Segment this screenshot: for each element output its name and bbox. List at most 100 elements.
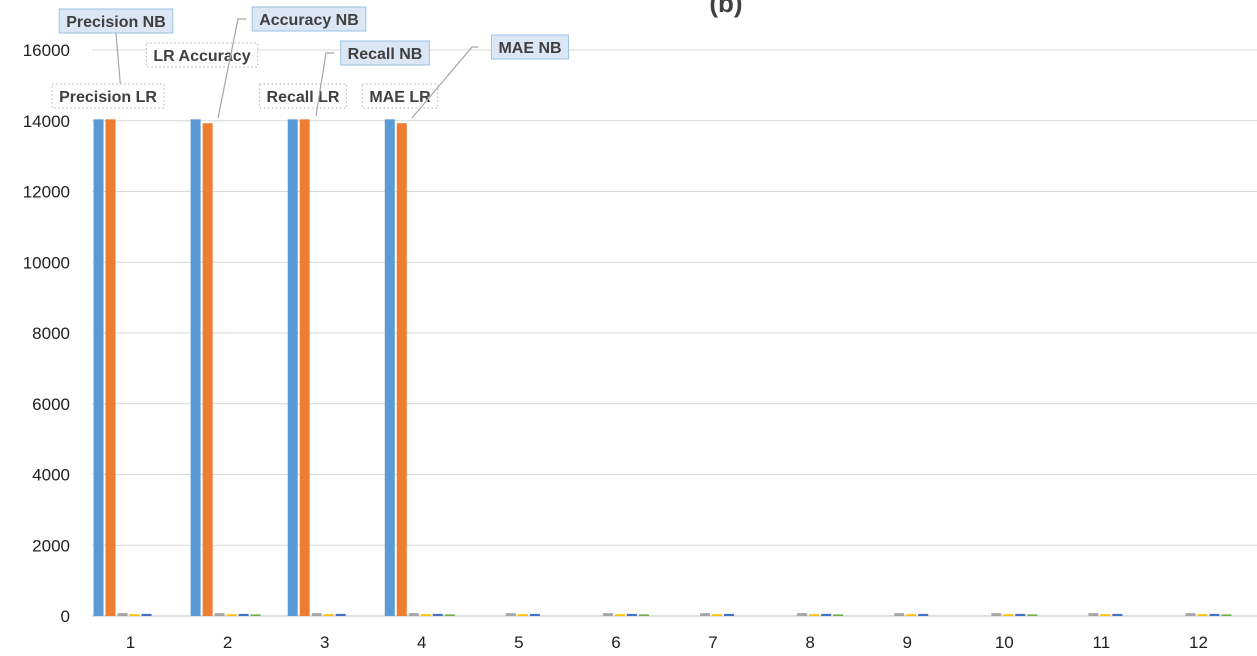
y-tick-label: 2000 [32,536,70,555]
bar [238,613,249,616]
bar [1221,614,1232,616]
bar [190,119,201,617]
callout-box [361,83,439,109]
x-tick-label: 2 [223,633,232,652]
bar [517,614,528,616]
bar [638,614,649,616]
bar [432,613,443,616]
y-tick-label: 10000 [23,253,70,272]
bar [93,119,104,617]
bar [991,613,1002,616]
callout-label: MAE NB [498,40,561,57]
x-axis-tick-labels: 1 2 3 4 5 6 7 8 9 10 11 12 [126,633,1208,652]
x-tick-label: 11 [1093,633,1111,652]
gridlines [92,49,1257,617]
callout-label: Precision NB [66,14,166,31]
bar [226,614,237,616]
x-tick-label: 7 [708,633,717,652]
bar [299,119,310,617]
bar [1197,614,1208,616]
bar [700,613,711,616]
callout-label: Accuracy NB [259,12,359,29]
callout-label: MAE LR [369,89,431,106]
callout-label: LR Accuracy [153,48,250,65]
bar [444,614,455,616]
bar [1015,613,1026,616]
data-callout: LR Accuracy [145,42,259,68]
bar [384,119,395,617]
data-callout: Precision LR [51,83,165,109]
x-tick-label: 8 [805,633,814,652]
data-callout: Precision NB [58,8,174,93]
bar [1100,614,1111,616]
data-callout: Recall NB [315,40,430,117]
bar [894,613,905,616]
y-tick-label: 8000 [32,324,70,343]
y-tick-label: 12000 [23,183,70,202]
x-tick-label: 1 [126,633,135,652]
bar [117,613,128,616]
bar [129,614,140,616]
callout-box [258,83,348,109]
y-tick-label: 6000 [32,395,70,414]
bar [323,614,334,616]
callout-label: Precision LR [59,89,157,106]
callout-label: Recall LR [267,89,340,106]
bar [141,613,152,616]
data-callout: Accuracy NB [217,6,367,119]
x-tick-label: 10 [995,633,1014,652]
bar [906,614,917,616]
bar [797,613,808,616]
bar [420,614,431,616]
data-callout: MAE NB [411,34,570,119]
bar [614,614,625,616]
bar [529,613,540,616]
bar [250,614,261,616]
y-tick-label: 14000 [23,112,70,131]
x-tick-label: 3 [320,633,329,652]
callout-leader-line [315,52,334,117]
bar [602,613,613,616]
bars [93,119,1232,617]
callout-leader-line [217,18,246,119]
callout-box [340,40,430,66]
y-tick-label: 16000 [23,41,70,60]
data-label-annotations: Precision NB Precision LR LR Accuracy Accur… [51,6,570,119]
callout-box [145,42,259,68]
bar [712,614,723,616]
data-callout: Recall LR [258,83,348,109]
bar [918,613,929,616]
callout-box [251,6,367,32]
callout-label: Recall NB [348,46,423,63]
y-tick-label: 0 [61,607,70,626]
x-tick-label: 9 [902,633,911,652]
bar [105,119,116,617]
bar [214,613,225,616]
callout-box [58,8,174,34]
data-callout: MAE LR [361,83,439,109]
bar [626,613,637,616]
bar [396,123,407,616]
bar [724,613,735,616]
y-axis-tick-labels: 0 2000 4000 6000 8000 10000 12000 14000 16000 [23,41,70,626]
bar [821,613,832,616]
bar [1185,613,1196,616]
callout-box [51,83,165,109]
bar [1088,613,1099,616]
bar [202,123,213,616]
bar [1112,613,1123,616]
y-tick-label: 4000 [32,466,70,485]
bar [1209,613,1220,616]
bar [1003,614,1014,616]
callout-leader-line [411,46,478,119]
x-tick-label: 6 [611,633,620,652]
x-tick-label: 5 [514,633,523,652]
callout-leader-line [115,32,122,93]
chart-title: (b) [709,0,742,18]
bar [287,119,298,617]
bar [809,614,820,616]
x-tick-label: 12 [1189,633,1208,652]
bar [311,613,322,616]
